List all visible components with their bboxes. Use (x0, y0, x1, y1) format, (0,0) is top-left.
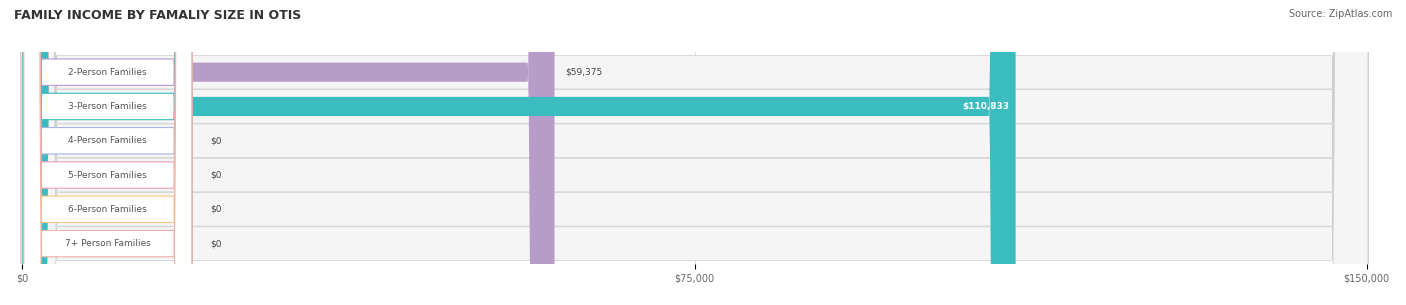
FancyBboxPatch shape (21, 0, 1368, 305)
Text: $59,375: $59,375 (565, 68, 603, 77)
Text: FAMILY INCOME BY FAMALIY SIZE IN OTIS: FAMILY INCOME BY FAMALIY SIZE IN OTIS (14, 9, 301, 22)
Text: $0: $0 (211, 239, 222, 248)
FancyBboxPatch shape (21, 0, 1368, 305)
Text: 6-Person Families: 6-Person Families (69, 205, 148, 214)
FancyBboxPatch shape (22, 0, 1015, 305)
Text: 5-Person Families: 5-Person Families (69, 170, 148, 180)
FancyBboxPatch shape (24, 0, 191, 305)
Text: $0: $0 (211, 136, 222, 145)
Text: 3-Person Families: 3-Person Families (69, 102, 148, 111)
FancyBboxPatch shape (21, 0, 1368, 305)
FancyBboxPatch shape (24, 0, 191, 305)
Text: Source: ZipAtlas.com: Source: ZipAtlas.com (1288, 9, 1392, 19)
Text: 2-Person Families: 2-Person Families (69, 68, 148, 77)
FancyBboxPatch shape (24, 0, 191, 305)
FancyBboxPatch shape (21, 0, 1368, 305)
Text: $0: $0 (211, 205, 222, 214)
Text: 7+ Person Families: 7+ Person Families (65, 239, 150, 248)
FancyBboxPatch shape (22, 0, 554, 305)
Text: $110,833: $110,833 (962, 102, 1010, 111)
Text: 4-Person Families: 4-Person Families (69, 136, 148, 145)
FancyBboxPatch shape (24, 0, 191, 305)
FancyBboxPatch shape (24, 0, 191, 305)
FancyBboxPatch shape (21, 0, 1368, 305)
FancyBboxPatch shape (24, 0, 191, 305)
FancyBboxPatch shape (21, 0, 1368, 305)
Text: $0: $0 (211, 170, 222, 180)
